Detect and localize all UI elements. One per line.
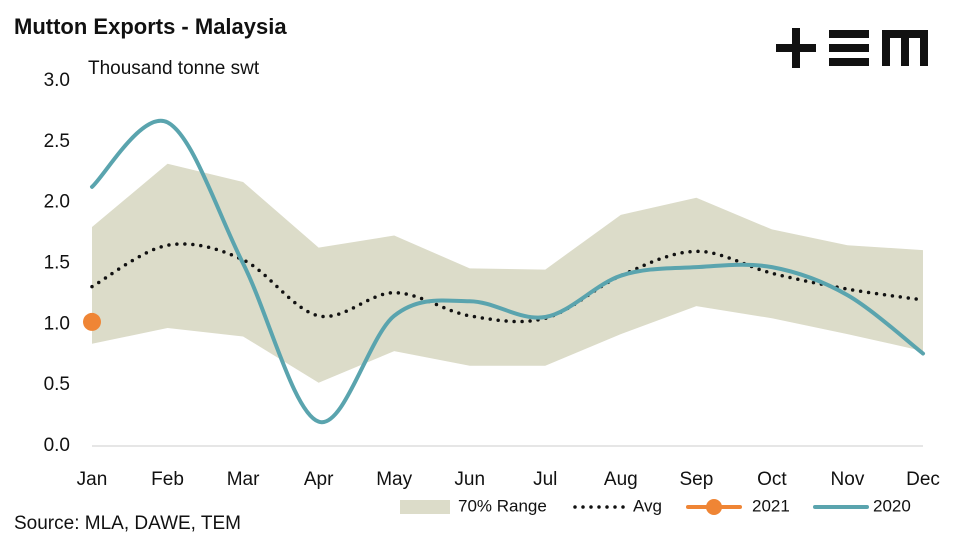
legend-label: 2020 (873, 496, 911, 515)
y-tick-label: 2.5 (44, 131, 70, 152)
range-area (92, 163, 923, 383)
x-tick-label: Dec (906, 469, 940, 490)
y-tick-label: 2.0 (44, 192, 70, 213)
y-tick-label: 1.5 (44, 253, 70, 274)
legend-label: 70% Range (458, 496, 547, 515)
x-tick-label: Feb (151, 469, 184, 490)
source: Source: MLA, DAWE, TEM (14, 513, 241, 534)
x-tick-label: May (376, 469, 412, 490)
y-tick-label: 1.0 (44, 313, 70, 334)
y-tick-label: 0.0 (44, 435, 70, 456)
point (83, 312, 101, 331)
chart-title: Mutton Exports - Malaysia (14, 14, 287, 39)
logo (776, 28, 928, 68)
x-tick-label: Jun (454, 469, 485, 490)
x-tick-label: Jan (77, 469, 108, 490)
x-tick-label: Nov (831, 469, 865, 490)
axis-unit: Thousand tonne swt (88, 58, 260, 79)
y-tick-label: 3.0 (44, 70, 70, 91)
legend-swatch (706, 499, 722, 515)
x-tick-label: Apr (304, 469, 334, 490)
legend-label: Avg (633, 496, 662, 515)
x-tick-label: Jul (533, 469, 557, 490)
x-tick-label: Oct (757, 469, 787, 490)
x-tick-label: Aug (604, 469, 638, 490)
legend-label: 2021 (752, 496, 790, 515)
legend-swatch (400, 500, 450, 514)
line (90, 118, 925, 424)
x-tick-label: Sep (679, 469, 713, 490)
x-tick-label: Mar (227, 469, 260, 490)
y-tick-label: 0.5 (44, 374, 70, 395)
